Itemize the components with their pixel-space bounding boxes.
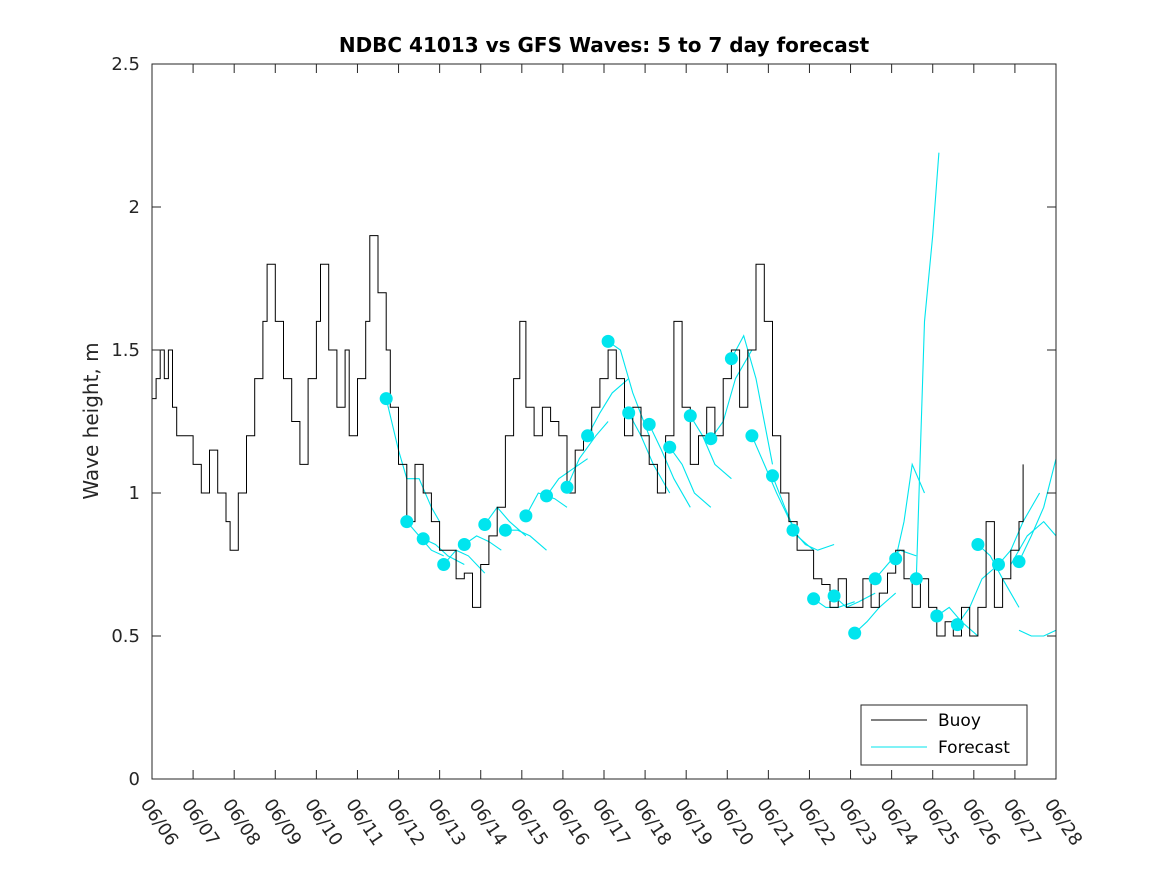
x-tick-label-17: 06/23 <box>834 795 880 850</box>
forecast-marker-21 <box>807 592 821 606</box>
forecast-marker-16 <box>704 432 718 446</box>
x-tick-label-10: 06/16 <box>547 795 593 850</box>
forecast-marker-5 <box>478 518 492 531</box>
forecast-line-25 <box>895 462 926 559</box>
forecast-line-6 <box>505 529 547 551</box>
forecast-line-13 <box>648 424 691 508</box>
forecast-line-12 <box>628 412 671 494</box>
forecast-marker-11 <box>601 334 615 348</box>
x-tick-label-14: 06/20 <box>711 795 757 850</box>
forecast-line-0 <box>385 398 441 522</box>
forecast-line-23 <box>854 592 897 634</box>
forecast-line-9 <box>566 421 609 488</box>
y-tick-label-1: 0.5 <box>111 626 140 647</box>
forecast-marker-25 <box>889 552 903 566</box>
x-tick-label-7: 06/13 <box>423 795 469 850</box>
forecast-marker-31 <box>1012 555 1026 569</box>
forecast-line-14 <box>669 446 712 508</box>
forecast-marker-1 <box>400 515 414 529</box>
forecast-line-16 <box>710 349 753 440</box>
forecast-marker-15 <box>683 409 697 423</box>
x-tick-label-11: 06/17 <box>588 795 634 850</box>
plot-frame <box>151 63 1057 780</box>
x-tick-label-5: 06/11 <box>341 795 387 850</box>
legend: Buoy Forecast <box>860 704 1028 766</box>
forecast-marker-29 <box>971 538 985 551</box>
forecast-marker-13 <box>642 417 656 431</box>
forecast-marker-27 <box>930 609 944 623</box>
forecast-line-29 <box>977 544 1020 608</box>
forecast-marker-3 <box>437 558 451 571</box>
y-axis-label: Wave height, m <box>79 342 103 499</box>
x-tick-label-18: 06/24 <box>875 795 921 850</box>
x-tick-label-13: 06/19 <box>670 795 716 850</box>
x-tick-label-20: 06/26 <box>958 795 1004 850</box>
x-tick-label-3: 06/09 <box>259 795 305 850</box>
forecast-line-17 <box>730 334 774 465</box>
buoy-line <box>152 235 1024 637</box>
forecast-marker-6 <box>498 523 512 537</box>
forecast-marker-20 <box>786 523 800 537</box>
forecast-marker-30 <box>992 558 1005 571</box>
forecast-marker-24 <box>868 572 882 586</box>
forecast-marker-8 <box>540 489 553 503</box>
forecast-marker-9 <box>560 480 574 494</box>
forecast-line-22 <box>833 592 876 609</box>
forecast-line-30 <box>998 492 1041 565</box>
forecast-marker-4 <box>457 538 471 551</box>
forecast-line-4 <box>463 535 502 551</box>
forecast-line-15 <box>689 415 732 480</box>
forecast-marker-17 <box>724 352 738 366</box>
forecast-line-10 <box>587 378 630 437</box>
forecast-line-31 <box>1018 458 1057 562</box>
x-tick-label-4: 06/10 <box>300 795 346 850</box>
forecast-marker-26 <box>909 572 923 586</box>
x-tick-label-9: 06/15 <box>506 795 552 850</box>
forecast-line-5 <box>484 506 527 537</box>
forecast-line-32 <box>1018 629 1057 637</box>
x-tick-label-1: 06/07 <box>177 795 223 850</box>
forecast-marker-2 <box>416 532 430 546</box>
y-tick-label-4: 2 <box>129 197 140 218</box>
y-tick-label-5: 2.5 <box>111 54 140 75</box>
x-tick-label-2: 06/08 <box>218 795 264 850</box>
forecast-marker-12 <box>622 406 636 420</box>
legend-label-buoy: Buoy <box>938 711 981 731</box>
x-tick-label-15: 06/21 <box>752 795 798 850</box>
x-tick-label-19: 06/25 <box>917 795 963 850</box>
forecast-line-20 <box>792 529 835 551</box>
x-tick-label-16: 06/22 <box>793 795 839 850</box>
x-tick-label-8: 06/14 <box>465 795 511 850</box>
forecast-marker-22 <box>827 589 841 603</box>
forecast-line-28 <box>956 564 999 625</box>
forecast-line-26 <box>915 152 940 579</box>
forecast-marker-18 <box>745 429 759 443</box>
legend-box <box>860 704 1028 766</box>
forecast-line-8 <box>546 458 588 497</box>
forecast-marker-0 <box>379 392 393 406</box>
x-tick-label-21: 06/27 <box>999 795 1045 850</box>
plot-marks <box>152 152 1057 640</box>
forecast-line-11 <box>607 340 650 436</box>
y-tick-label-3: 1.5 <box>111 340 140 361</box>
forecast-marker-7 <box>519 509 533 523</box>
forecast-line-19 <box>771 475 814 551</box>
x-tick-label-6: 06/12 <box>382 795 428 850</box>
forecast-marker-19 <box>766 469 779 483</box>
forecast-marker-23 <box>848 626 862 640</box>
forecast-marker-14 <box>663 440 677 454</box>
forecast-line-3 <box>443 549 486 574</box>
y-tick-label-0: 0 <box>129 769 140 790</box>
x-tick-label-0: 06/06 <box>136 795 182 850</box>
forecast-marker-10 <box>581 429 595 443</box>
legend-label-forecast: Forecast <box>938 738 1010 758</box>
y-tick-label-2: 1 <box>129 483 140 504</box>
chart-title: NDBC 41013 vs GFS Waves: 5 to 7 day fore… <box>339 33 870 57</box>
x-tick-label-12: 06/18 <box>629 795 675 850</box>
forecast-marker-28 <box>950 618 964 632</box>
x-tick-label-22: 06/28 <box>1040 795 1086 850</box>
